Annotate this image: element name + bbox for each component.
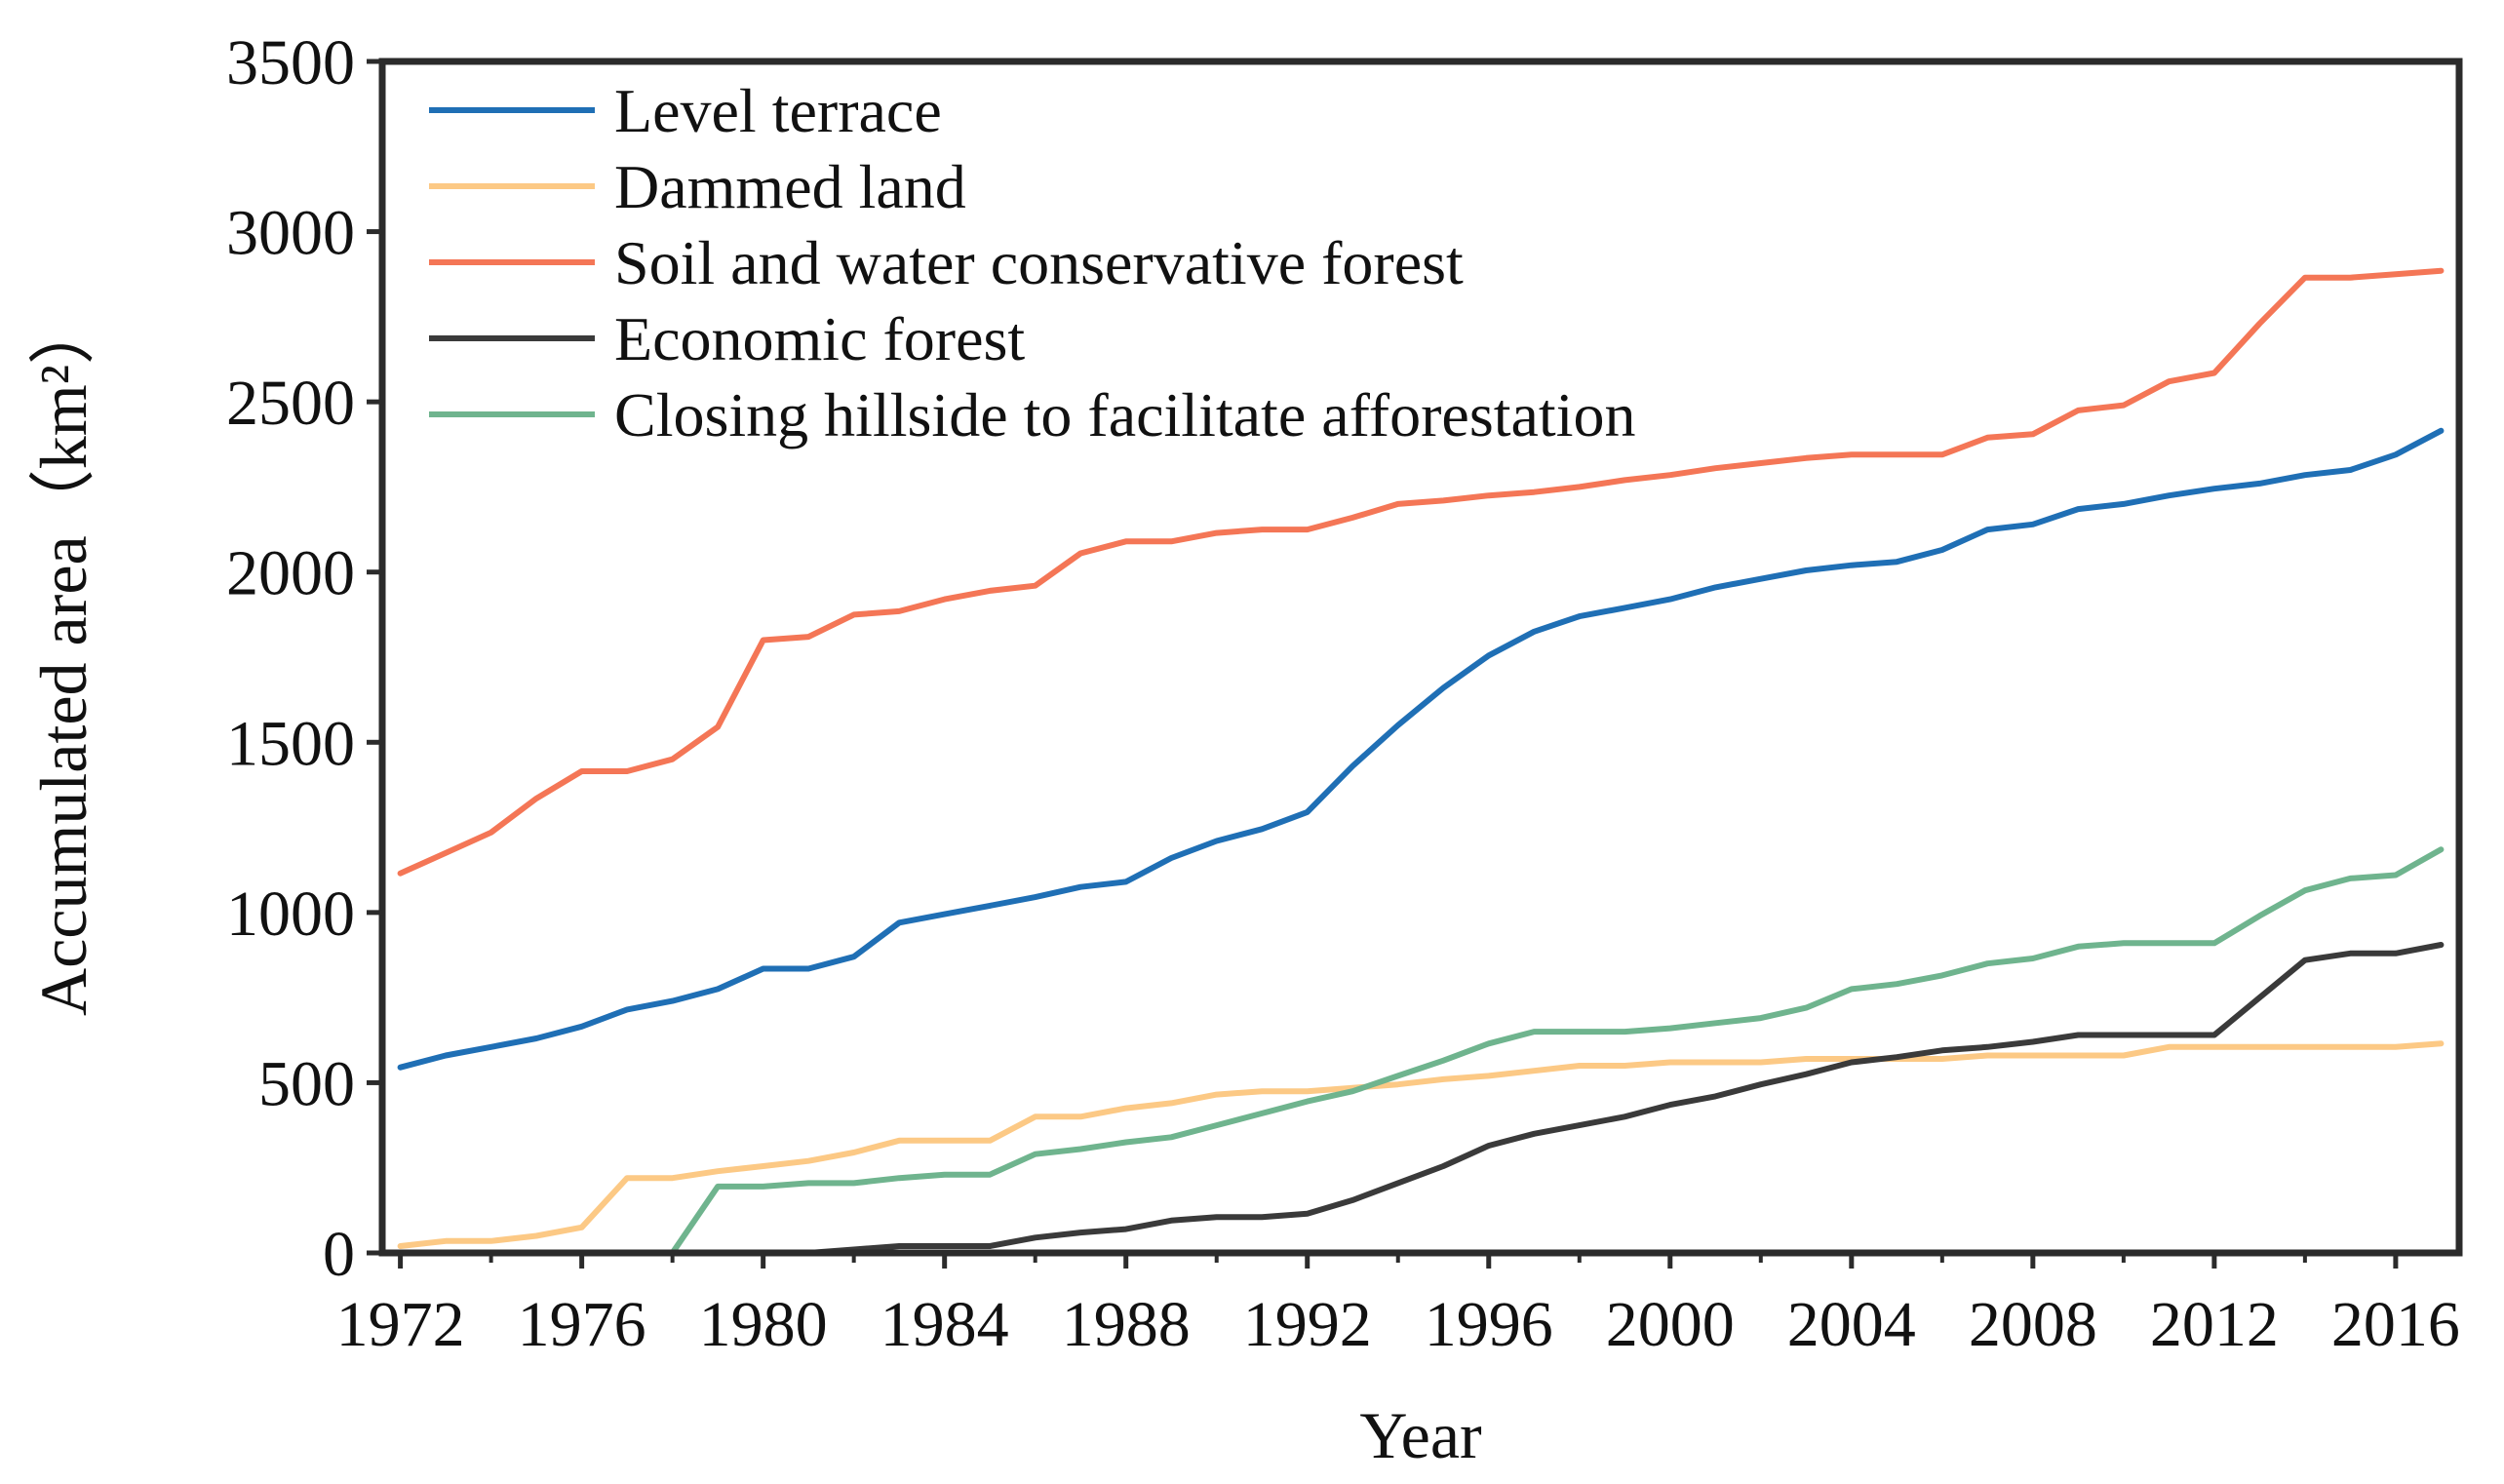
x-tick-label: 1980 (699, 1289, 828, 1360)
y-tick-label: 0 (323, 1219, 355, 1290)
x-tick-label: 2016 (2331, 1289, 2460, 1360)
y-tick-label: 3500 (226, 27, 355, 98)
y-axis-title: Accumulated area（km²） (26, 298, 100, 1016)
x-tick-label: 2012 (2150, 1289, 2279, 1360)
legend-label-4: Economic forest (614, 304, 1025, 373)
y-axis: 0 500 1000 1500 2000 2500 3000 3500 (226, 27, 382, 1290)
y-tick-label: 1500 (226, 708, 355, 779)
plot-frame (378, 58, 2463, 1257)
legend-label-3: Soil and water conservative forest (614, 228, 1464, 297)
y-tick-label: 1000 (226, 879, 355, 950)
x-axis-title: Year (1359, 1398, 1482, 1472)
legend-label-1: Level terrace (614, 76, 942, 145)
y-tick-label: 2000 (226, 538, 355, 609)
x-tick-label: 2000 (1606, 1289, 1735, 1360)
x-tick-label: 1984 (880, 1289, 1009, 1360)
x-tick-label: 2008 (1969, 1289, 2097, 1360)
x-tick-label: 2004 (1787, 1289, 1916, 1360)
x-tick-label: 1976 (518, 1289, 646, 1360)
x-tick-label: 1988 (1062, 1289, 1191, 1360)
series-line-2 (397, 1040, 2445, 1249)
legend: Level terrace Dammed land Soil and water c… (429, 76, 1635, 449)
x-tick-label: 1972 (336, 1289, 465, 1360)
legend-label-2: Dammed land (614, 152, 966, 221)
series-line-3 (397, 267, 2445, 877)
y-tick-label: 2500 (226, 368, 355, 439)
y-tick-label: 500 (258, 1048, 355, 1119)
series-line-5 (397, 846, 2445, 1256)
x-tick-label: 1992 (1243, 1289, 1372, 1360)
x-tick-label: 1996 (1425, 1289, 1553, 1360)
x-axis: 1972 1976 1980 1984 1988 1992 1996 2000 2004 2008… (336, 1253, 2460, 1360)
legend-label-5: Closing hillside to facilitate afforesta… (614, 380, 1635, 449)
series-line-1 (397, 427, 2445, 1071)
y-tick-label: 3000 (226, 198, 355, 269)
